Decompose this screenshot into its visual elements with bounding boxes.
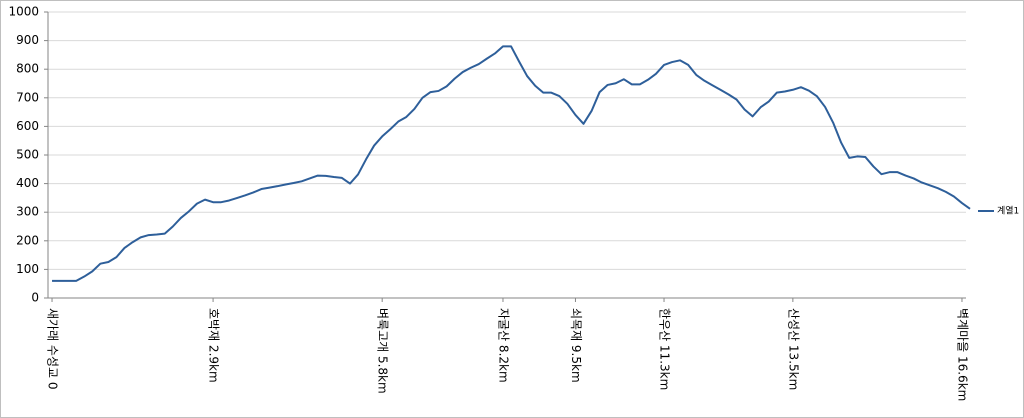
x-tick-label: 산성산 13.5km bbox=[786, 308, 800, 390]
x-tick-label: 벼룩고개 5.8km bbox=[376, 308, 390, 394]
y-tick-label: 1000 bbox=[8, 5, 39, 19]
y-tick-label: 300 bbox=[16, 205, 39, 219]
y-tick-label: 800 bbox=[16, 62, 39, 76]
x-tick-label: 호박재 2.9km bbox=[207, 308, 221, 383]
y-tick-label: 700 bbox=[16, 90, 39, 104]
legend-label: 계열1 bbox=[997, 205, 1019, 217]
y-tick-label: 400 bbox=[16, 176, 39, 190]
data-line bbox=[52, 45, 971, 282]
y-tick-label: 100 bbox=[16, 262, 39, 276]
x-tick-label: 한우산 11.3km bbox=[658, 308, 672, 390]
y-tick-label: 0 bbox=[31, 291, 39, 305]
x-tick-label: 새가래 수성교 0 bbox=[46, 308, 60, 390]
x-tick-label: 쇠목재 9.5km bbox=[569, 308, 583, 383]
x-tick-label: 벽계마을 16.6km bbox=[955, 308, 969, 401]
x-tick-label: 자굴산 8.2km bbox=[496, 308, 510, 383]
y-tick-label: 500 bbox=[16, 148, 39, 162]
y-tick-label: 200 bbox=[16, 233, 39, 247]
y-tick-label: 600 bbox=[16, 119, 39, 133]
y-tick-label: 900 bbox=[16, 33, 39, 47]
